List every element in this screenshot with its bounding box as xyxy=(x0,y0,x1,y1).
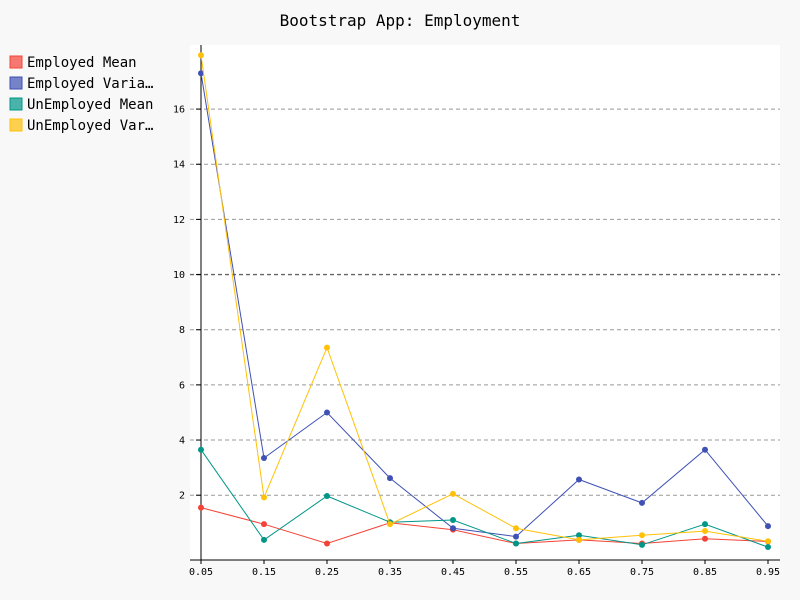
x-tick-label: 0.25 xyxy=(315,567,339,578)
x-tick-label: 0.95 xyxy=(756,567,780,578)
data-point-unemployed-mean[interactable] xyxy=(261,536,267,543)
data-point-unemployed-mean[interactable] xyxy=(702,521,708,528)
series-employed-variance xyxy=(198,70,771,540)
y-tick-label: 16 xyxy=(173,105,185,116)
legend-swatch xyxy=(9,55,23,69)
plot-area xyxy=(190,45,780,560)
series-line-employed-mean xyxy=(200,507,769,545)
data-point-unemployed-variance[interactable] xyxy=(450,490,456,497)
data-point-employed-variance[interactable] xyxy=(261,454,267,461)
data-point-unemployed-variance[interactable] xyxy=(198,52,204,59)
y-tick-label: 6 xyxy=(179,380,185,391)
data-point-employed-mean[interactable] xyxy=(324,540,330,547)
legend-item-unemployed-variance[interactable]: UnEmployed Var… xyxy=(9,118,153,134)
data-point-employed-variance[interactable] xyxy=(387,475,393,482)
legend-swatch xyxy=(9,118,23,132)
legend-item-employed-mean[interactable]: Employed Mean xyxy=(9,55,137,71)
legend-item-unemployed-mean[interactable]: UnEmployed Mean xyxy=(9,97,153,113)
series-layer xyxy=(198,52,771,551)
data-point-employed-variance[interactable] xyxy=(450,525,456,532)
data-point-employed-mean[interactable] xyxy=(702,535,708,542)
legend-swatch xyxy=(9,97,23,111)
data-point-unemployed-mean[interactable] xyxy=(324,493,330,500)
data-point-unemployed-variance[interactable] xyxy=(513,525,519,532)
data-point-employed-variance[interactable] xyxy=(513,533,519,540)
data-point-employed-variance[interactable] xyxy=(702,446,708,453)
data-point-employed-mean[interactable] xyxy=(198,504,204,511)
x-tick-label: 0.35 xyxy=(378,567,402,578)
data-point-unemployed-mean[interactable] xyxy=(513,540,519,547)
x-tick-label: 0.55 xyxy=(504,567,528,578)
data-point-employed-variance[interactable] xyxy=(576,476,582,483)
data-point-employed-variance[interactable] xyxy=(765,523,771,530)
series-unemployed-mean xyxy=(198,446,771,551)
data-point-unemployed-mean[interactable] xyxy=(576,532,582,539)
y-tick-label: 12 xyxy=(173,215,185,226)
series-line-unemployed-mean xyxy=(200,449,769,548)
y-tick-label: 8 xyxy=(179,325,185,336)
data-point-unemployed-variance[interactable] xyxy=(261,494,267,501)
series-unemployed-variance xyxy=(198,52,771,545)
axes: 2 4 6 8 10 12 14 16 0.05 0.15 0.25 0.35 0.45 0.55 0.65… xyxy=(173,45,780,578)
legend-swatch xyxy=(9,76,23,90)
y-tick-label: 4 xyxy=(179,436,185,447)
data-point-unemployed-variance[interactable] xyxy=(324,344,330,351)
data-point-employed-variance[interactable] xyxy=(639,499,645,506)
series-line-employed-variance xyxy=(200,73,769,538)
data-point-employed-variance[interactable] xyxy=(324,409,330,416)
data-point-unemployed-variance[interactable] xyxy=(702,528,708,535)
data-point-employed-mean[interactable] xyxy=(261,521,267,528)
y-tick-label: 14 xyxy=(173,160,185,171)
legend-label: Employed Varia… xyxy=(27,76,153,92)
data-point-unemployed-variance[interactable] xyxy=(387,521,393,528)
series-line-unemployed-variance xyxy=(200,55,769,542)
legend-label: UnEmployed Var… xyxy=(27,118,153,134)
legend[interactable]: Employed Mean Employed Varia… UnEmployed M… xyxy=(9,55,153,134)
x-tick-label: 0.05 xyxy=(189,567,213,578)
data-point-employed-variance[interactable] xyxy=(198,70,204,77)
x-tick-label: 0.45 xyxy=(441,567,465,578)
data-point-unemployed-variance[interactable] xyxy=(765,538,771,545)
x-tick-label: 0.65 xyxy=(567,567,591,578)
data-point-unemployed-variance[interactable] xyxy=(639,532,645,539)
legend-item-employed-variance[interactable]: Employed Varia… xyxy=(9,76,153,92)
data-point-unemployed-variance[interactable] xyxy=(576,536,582,543)
data-point-unemployed-mean[interactable] xyxy=(765,544,771,551)
data-point-unemployed-mean[interactable] xyxy=(198,446,204,453)
y-tick-label: 10 xyxy=(173,270,185,281)
data-point-unemployed-mean[interactable] xyxy=(639,541,645,548)
legend-label: Employed Mean xyxy=(27,55,137,71)
x-tick-label: 0.75 xyxy=(630,567,654,578)
data-point-unemployed-mean[interactable] xyxy=(450,517,456,524)
chart-title: Bootstrap App: Employment xyxy=(280,11,521,30)
y-tick-label: 2 xyxy=(179,491,185,502)
x-tick-label: 0.15 xyxy=(252,567,276,578)
x-tick-label: 0.85 xyxy=(693,567,717,578)
legend-label: UnEmployed Mean xyxy=(27,97,153,113)
